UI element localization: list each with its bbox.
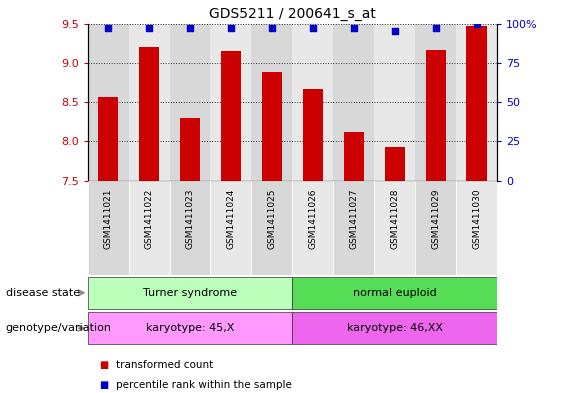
Point: [227, 25, 236, 31]
Text: GSM1411021: GSM1411021: [103, 188, 112, 249]
Text: GSM1411022: GSM1411022: [145, 188, 154, 249]
Text: normal euploid: normal euploid: [353, 288, 437, 298]
Bar: [415, 24, 457, 181]
Point: [103, 25, 112, 31]
Bar: [425, 50, 446, 181]
Bar: [129, 181, 170, 275]
Text: Turner syndrome: Turner syndrome: [143, 288, 237, 298]
Text: GSM1411023: GSM1411023: [185, 188, 194, 249]
Text: GSM1411029: GSM1411029: [431, 188, 440, 249]
Text: GSM1411027: GSM1411027: [349, 188, 358, 249]
Text: percentile rank within the sample: percentile rank within the sample: [116, 380, 292, 390]
Text: GSM1411024: GSM1411024: [227, 188, 236, 249]
Text: karyotype: 45,X: karyotype: 45,X: [146, 323, 234, 333]
Bar: [251, 24, 293, 181]
Bar: [333, 181, 374, 275]
Bar: [170, 24, 210, 181]
Bar: [251, 181, 293, 275]
Text: GSM1411028: GSM1411028: [390, 188, 399, 249]
Bar: [415, 181, 457, 275]
Text: GSM1411030: GSM1411030: [472, 188, 481, 249]
Point: [472, 20, 481, 27]
Bar: [129, 24, 170, 181]
Text: GSM1411026: GSM1411026: [308, 188, 318, 249]
Bar: [180, 118, 200, 181]
Point: [431, 25, 440, 31]
Point: [390, 28, 399, 35]
Bar: [262, 72, 282, 181]
Bar: [385, 147, 405, 181]
Text: karyotype: 46,XX: karyotype: 46,XX: [347, 323, 443, 333]
Bar: [457, 181, 497, 275]
Bar: [88, 181, 129, 275]
Bar: [88, 312, 293, 344]
Bar: [374, 24, 415, 181]
Bar: [344, 132, 364, 181]
Bar: [293, 312, 497, 344]
Title: GDS5211 / 200641_s_at: GDS5211 / 200641_s_at: [209, 7, 376, 21]
Bar: [211, 181, 251, 275]
Bar: [293, 277, 497, 309]
Text: genotype/variation: genotype/variation: [6, 323, 112, 333]
Bar: [467, 26, 487, 181]
Bar: [170, 181, 210, 275]
Bar: [98, 97, 118, 181]
Point: [267, 25, 276, 31]
Point: [308, 25, 318, 31]
Text: ■: ■: [99, 380, 108, 390]
Bar: [333, 24, 374, 181]
Text: transformed count: transformed count: [116, 360, 213, 371]
Bar: [293, 181, 333, 275]
Text: disease state: disease state: [6, 288, 80, 298]
Bar: [211, 24, 251, 181]
Text: ■: ■: [99, 360, 108, 371]
Point: [185, 25, 194, 31]
Point: [349, 25, 358, 31]
Bar: [374, 181, 415, 275]
Bar: [139, 47, 159, 181]
Text: GSM1411025: GSM1411025: [267, 188, 276, 249]
Bar: [88, 277, 293, 309]
Bar: [293, 24, 333, 181]
Bar: [457, 24, 497, 181]
Bar: [221, 51, 241, 181]
Bar: [303, 89, 323, 181]
Bar: [88, 24, 129, 181]
Point: [145, 25, 154, 31]
